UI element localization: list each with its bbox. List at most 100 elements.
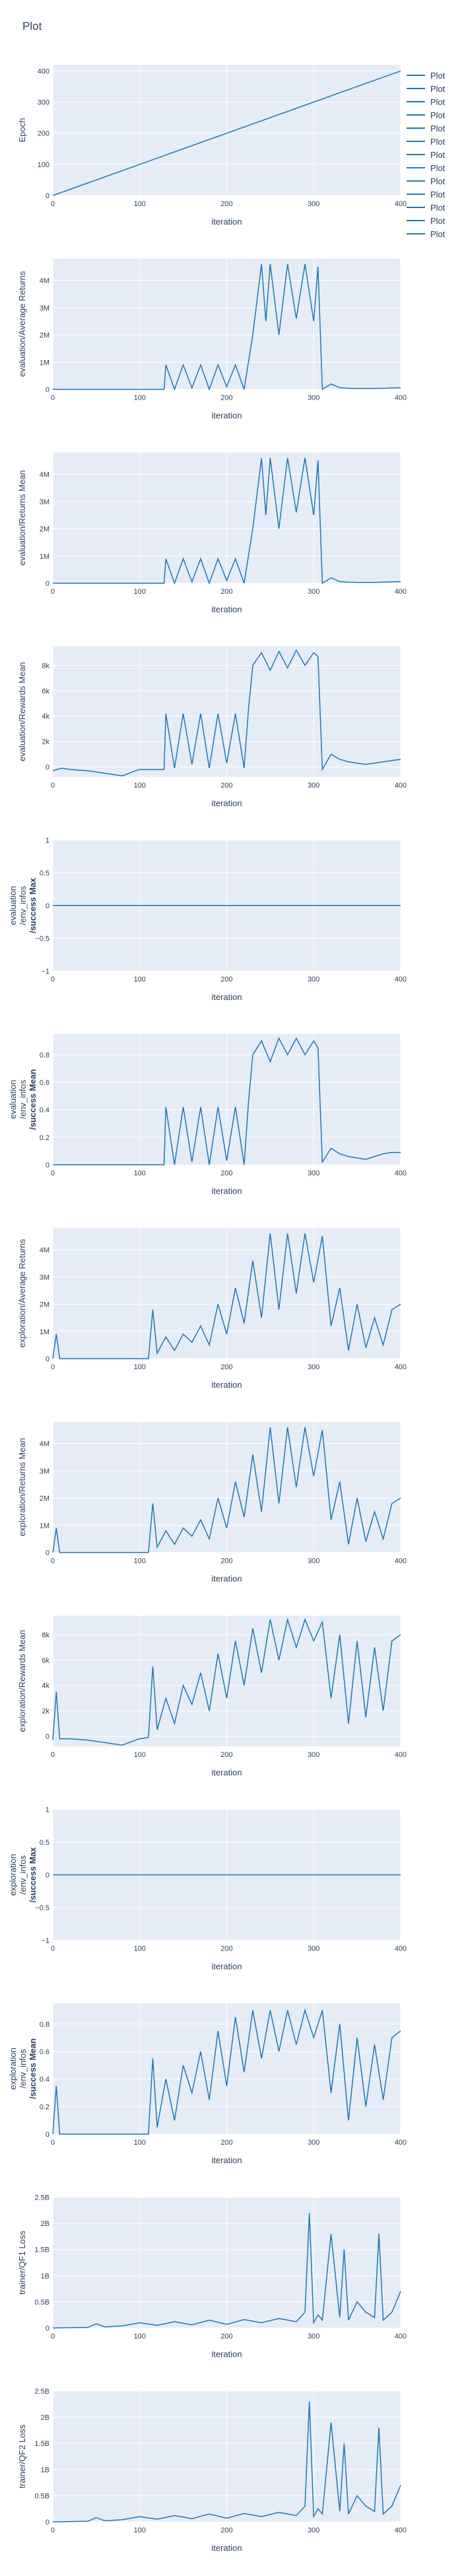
legend-item[interactable]: Plot	[407, 161, 445, 174]
y-axis-title-line: /success Max	[28, 877, 38, 933]
legend-label: Plot	[430, 229, 446, 239]
x-axis-title: iteration	[211, 799, 242, 808]
y-tick-label: −0.5	[35, 935, 50, 943]
legend-swatch	[407, 101, 425, 102]
legend-swatch	[407, 220, 425, 221]
chart-0: 0 100 200 300 400 0 100 200 300 400 iteration Epoch	[17, 65, 407, 227]
y-tick-label: 2k	[42, 738, 50, 746]
x-axis-title: iteration	[211, 217, 242, 227]
y-axis-title-line: /env_infos	[18, 886, 28, 925]
x-tick-label: 0	[51, 588, 55, 596]
x-tick-label: 200	[220, 2333, 232, 2341]
legend-item[interactable]: Plot	[407, 214, 445, 227]
legend-swatch	[407, 194, 425, 195]
legend-item[interactable]: Plot	[407, 227, 445, 240]
x-tick-label: 200	[220, 588, 232, 596]
legend-label: Plot	[430, 215, 446, 226]
y-tick-label: 0	[46, 1162, 50, 1170]
y-tick-label: 2B	[41, 2220, 50, 2228]
y-tick-label: 8k	[42, 662, 50, 670]
x-tick-label: 300	[308, 1557, 319, 1565]
y-tick-label: 3M	[40, 1273, 50, 1281]
x-tick-label: 200	[220, 1170, 232, 1178]
y-tick-label: 0	[46, 764, 50, 771]
legend-item[interactable]: Plot	[407, 174, 445, 188]
legend-item[interactable]: Plot	[407, 148, 445, 161]
legend-item[interactable]: Plot	[407, 69, 445, 82]
x-axis-title: iteration	[211, 1962, 242, 1972]
x-tick-label: 100	[134, 2139, 146, 2147]
legend-swatch	[407, 180, 425, 182]
y-tick-label: 300	[38, 99, 50, 107]
x-tick-label: 100	[134, 1170, 146, 1178]
x-tick-label: 300	[308, 1751, 319, 1759]
chart-12: 0 100 200 300 400 0 0.5B 1B 1.5B 2B 2.5B iteration t…	[17, 2388, 407, 2553]
legend-swatch	[407, 88, 425, 89]
series-line	[52, 649, 401, 777]
series-line	[53, 264, 401, 391]
y-tick-label: 400	[38, 67, 50, 75]
y-tick-label: 0	[46, 192, 50, 200]
x-tick-label: 0	[51, 200, 55, 208]
x-tick-label: 0	[51, 2526, 55, 2534]
x-tick-label: 0	[51, 1751, 55, 1759]
x-tick-label: 300	[308, 1363, 319, 1371]
y-tick-label: 2M	[40, 526, 50, 534]
y-tick-label: 0.6	[40, 1079, 50, 1087]
legend-label: Plot	[430, 162, 446, 173]
y-tick-label: 3M	[40, 498, 50, 506]
y-axis-title-line: exploration	[8, 2048, 18, 2090]
legend-item[interactable]: Plot	[407, 201, 445, 214]
x-tick-label: 100	[134, 1557, 146, 1565]
y-axis-title: exploration/Average Returns	[17, 1238, 27, 1347]
y-tick-label: 1	[46, 1807, 50, 1814]
x-tick-label: 100	[134, 976, 146, 984]
x-tick-label: 400	[395, 1945, 407, 1953]
legend-item[interactable]: Plot	[407, 122, 445, 135]
x-axis-title: iteration	[211, 411, 242, 421]
x-tick-label: 300	[308, 1945, 319, 1953]
x-tick-label: 200	[220, 976, 232, 984]
y-tick-label: 0.5B	[34, 2299, 50, 2307]
y-axis-title: exploration/Rewards Mean	[17, 1630, 27, 1733]
y-tick-label: 0.2	[40, 2103, 50, 2111]
x-tick-label: 200	[220, 1751, 232, 1759]
y-tick-label: 1M	[40, 1328, 50, 1336]
y-tick-label: 0.5B	[34, 2492, 50, 2500]
y-tick-label: 4k	[42, 1682, 50, 1690]
x-axis-title: iteration	[211, 1186, 242, 1196]
x-tick-label: 0	[51, 394, 55, 402]
x-tick-label: 100	[134, 588, 146, 596]
y-tick-label: 3M	[40, 304, 50, 312]
y-tick-label: 4M	[40, 471, 50, 479]
legend-swatch	[407, 141, 425, 142]
legend-item[interactable]: Plot	[407, 188, 445, 201]
y-tick-label: 0.2	[40, 1134, 50, 1142]
x-axis-title: iteration	[211, 604, 242, 614]
x-tick-label: 300	[308, 394, 319, 402]
x-tick-label: 0	[51, 2333, 55, 2341]
y-tick-label: −1	[41, 968, 50, 976]
x-tick-label: 400	[395, 2139, 407, 2147]
y-axis-title: evaluation/env_infos/success Mean	[8, 1069, 38, 1130]
x-tick-label: 200	[220, 394, 232, 402]
x-tick-label: 0	[51, 782, 55, 790]
x-tick-label: 200	[220, 1363, 232, 1371]
legend-item[interactable]: Plot	[407, 82, 445, 95]
y-tick-label: 0	[46, 2325, 50, 2333]
legend-item[interactable]: Plot	[407, 108, 445, 122]
y-tick-label: 0.5	[40, 870, 50, 878]
y-axis-title-line: /env_infos	[18, 2049, 28, 2089]
y-axis-title: exploration/Returns Mean	[17, 1438, 27, 1536]
legend-item[interactable]: Plot	[407, 135, 445, 148]
y-tick-label: 0	[46, 1872, 50, 1880]
x-tick-label: 200	[220, 2139, 232, 2147]
legend-swatch	[407, 75, 425, 76]
y-tick-label: 8k	[42, 1631, 50, 1639]
series-line	[52, 2401, 401, 2522]
legend-item[interactable]: Plot	[407, 95, 445, 108]
x-tick-label: 100	[134, 782, 146, 790]
x-tick-label: 200	[220, 782, 232, 790]
y-tick-label: 1.5B	[34, 2246, 50, 2254]
x-tick-label: 0	[51, 2139, 55, 2147]
